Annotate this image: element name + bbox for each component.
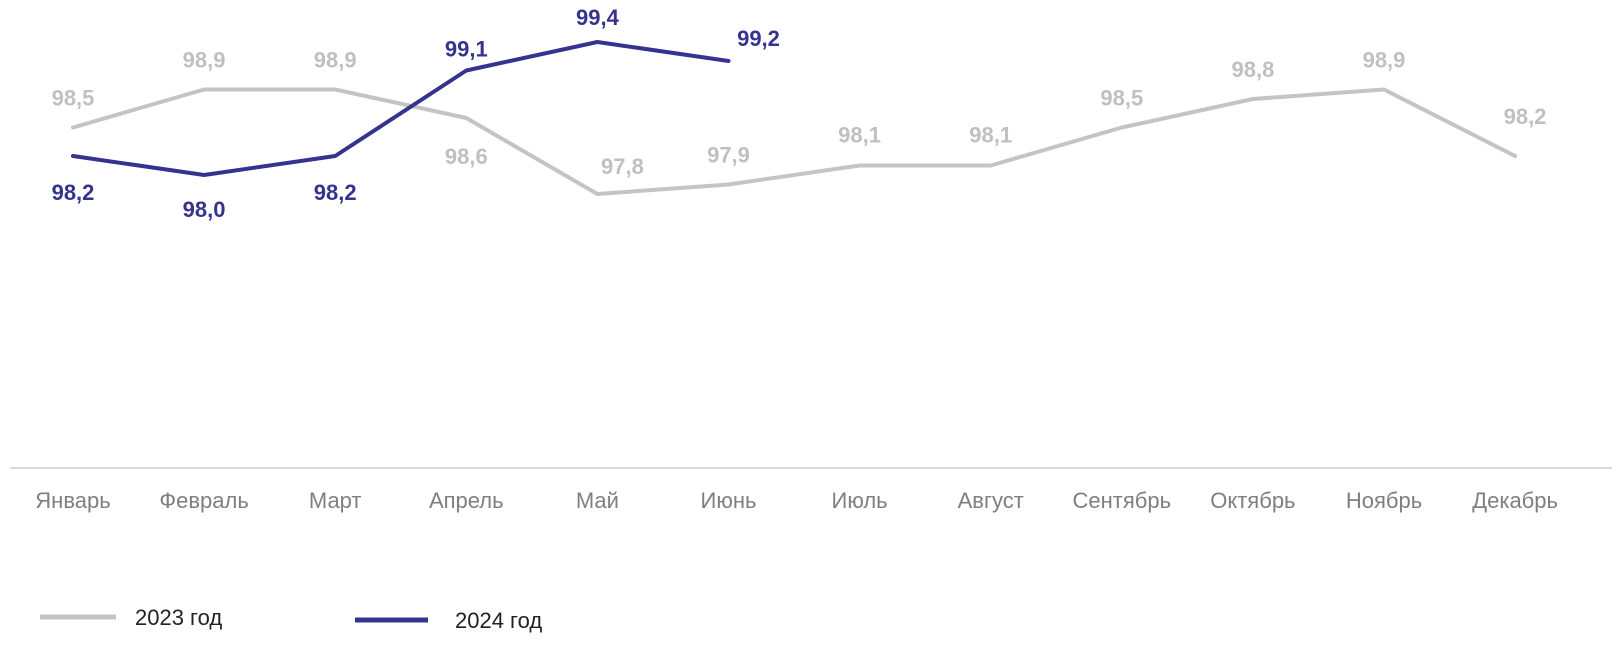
data-labels: 98,5 98,9 98,9 98,6 97,8 97,9 98,1 98,1 98,5 98,8… (52, 5, 1547, 222)
data-label: 98,0 (183, 197, 226, 222)
series-layer (71, 40, 1518, 196)
x-tick-label: Январь (35, 488, 110, 513)
x-tick-label: Октябрь (1210, 488, 1295, 513)
data-label: 98,5 (52, 86, 95, 111)
x-tick-label: Март (309, 488, 362, 513)
legend-label-2023: 2023 год (135, 605, 222, 630)
data-label: 99,1 (445, 37, 488, 62)
x-tick-label: Апрель (429, 488, 504, 513)
data-label: 98,2 (1504, 104, 1547, 129)
data-label: 97,9 (707, 143, 750, 168)
data-label: 99,2 (737, 26, 780, 51)
data-label: 98,5 (1100, 86, 1143, 111)
series-line-2023-год (71, 87, 1518, 196)
x-tick-label: Февраль (159, 488, 248, 513)
data-label: 98,9 (183, 48, 226, 73)
x-tick-label: Июнь (701, 488, 757, 513)
x-tick-label: Декабрь (1472, 488, 1558, 513)
data-label: 98,8 (1231, 57, 1274, 82)
x-tick-label: Сентябрь (1073, 488, 1172, 513)
data-label: 99,4 (576, 5, 620, 30)
x-axis-ticks: Январь Февраль Март Апрель Май Июнь Июль Август… (35, 488, 1558, 513)
x-tick-label: Июль (832, 488, 888, 513)
data-label: 98,9 (1363, 48, 1406, 73)
data-label: 98,6 (445, 144, 488, 169)
data-label: 98,1 (838, 123, 881, 148)
data-label: 98,9 (314, 48, 357, 73)
legend: 2023 год 2024 год (40, 605, 542, 633)
x-tick-label: Ноябрь (1346, 488, 1422, 513)
legend-label-2024: 2024 год (455, 608, 542, 633)
data-label: 98,1 (969, 123, 1012, 148)
series-line-2024-год (71, 40, 731, 177)
data-label: 97,8 (601, 154, 644, 179)
data-label: 98,2 (52, 180, 95, 205)
x-tick-label: Август (958, 488, 1024, 513)
data-label: 98,2 (314, 180, 357, 205)
x-tick-label: Май (576, 488, 619, 513)
